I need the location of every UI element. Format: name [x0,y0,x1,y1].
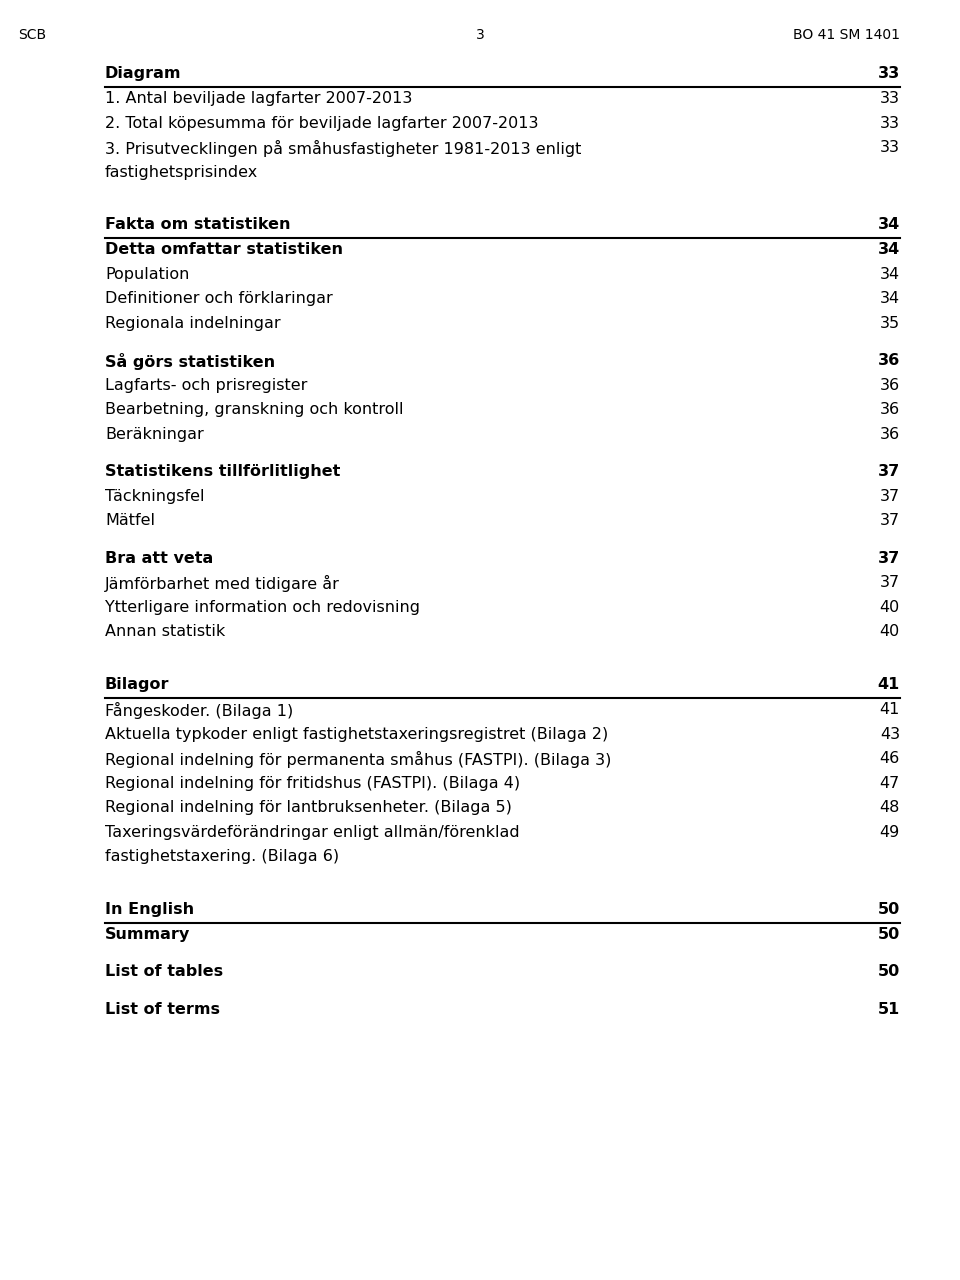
Text: 34: 34 [877,242,900,257]
Text: Taxeringsvärdeförändringar enligt allmän/förenklad: Taxeringsvärdeförändringar enligt allmän… [105,824,519,840]
Text: Bearbetning, granskning och kontroll: Bearbetning, granskning och kontroll [105,402,403,417]
Text: Så görs statistiken: Så görs statistiken [105,353,276,370]
Text: 34: 34 [877,218,900,232]
Text: 46: 46 [879,751,900,767]
Text: Täckningsfel: Täckningsfel [105,489,204,504]
Text: Jämförbarhet med tidigare år: Jämförbarhet med tidigare år [105,576,340,593]
Text: 3: 3 [475,28,485,42]
Text: 35: 35 [880,316,900,332]
Text: 37: 37 [880,513,900,529]
Text: 36: 36 [877,353,900,369]
Text: 34: 34 [880,292,900,306]
Text: Definitioner och förklaringar: Definitioner och förklaringar [105,292,333,306]
Text: Statistikens tillförlitlighet: Statistikens tillförlitlighet [105,465,341,480]
Text: fastighetstaxering. (Bilaga 6): fastighetstaxering. (Bilaga 6) [105,849,339,864]
Text: fastighetsprisindex: fastighetsprisindex [105,165,258,179]
Text: 40: 40 [879,625,900,640]
Text: Annan statistik: Annan statistik [105,625,226,640]
Text: BO 41 SM 1401: BO 41 SM 1401 [793,28,900,42]
Text: Fakta om statistiken: Fakta om statistiken [105,218,291,232]
Text: 41: 41 [877,677,900,692]
Text: Diagram: Diagram [105,67,181,81]
Text: Population: Population [105,268,189,282]
Text: 1. Antal beviljade lagfarter 2007-2013: 1. Antal beviljade lagfarter 2007-2013 [105,91,413,106]
Text: 33: 33 [880,91,900,106]
Text: List of terms: List of terms [105,1002,220,1016]
Text: Bilagor: Bilagor [105,677,170,692]
Text: In English: In English [105,901,194,916]
Text: Aktuella typkoder enligt fastighetstaxeringsregistret (Bilaga 2): Aktuella typkoder enligt fastighetstaxer… [105,727,609,741]
Text: 48: 48 [879,800,900,815]
Text: 40: 40 [879,600,900,614]
Text: Regionala indelningar: Regionala indelningar [105,316,280,332]
Text: 3. Prisutvecklingen på småhusfastigheter 1981-2013 enligt: 3. Prisutvecklingen på småhusfastigheter… [105,141,582,157]
Text: 47: 47 [879,776,900,791]
Text: 37: 37 [880,489,900,504]
Text: 43: 43 [880,727,900,741]
Text: Beräkningar: Beräkningar [105,428,204,442]
Text: Detta omfattar statistiken: Detta omfattar statistiken [105,242,343,257]
Text: Regional indelning för lantbruksenheter. (Bilaga 5): Regional indelning för lantbruksenheter.… [105,800,512,815]
Text: 37: 37 [877,465,900,480]
Text: 2. Total köpesumma för beviljade lagfarter 2007-2013: 2. Total köpesumma för beviljade lagfart… [105,115,539,131]
Text: 37: 37 [880,576,900,590]
Text: Fångeskoder. (Bilaga 1): Fångeskoder. (Bilaga 1) [105,703,293,719]
Text: 33: 33 [880,141,900,155]
Text: 36: 36 [880,402,900,417]
Text: Regional indelning för permanenta småhus (FASTPI). (Bilaga 3): Regional indelning för permanenta småhus… [105,751,612,768]
Text: 50: 50 [877,927,900,942]
Text: 36: 36 [880,378,900,393]
Text: 50: 50 [877,964,900,979]
Text: Ytterligare information och redovisning: Ytterligare information och redovisning [105,600,420,614]
Text: 33: 33 [880,115,900,131]
Text: SCB: SCB [18,28,46,42]
Text: Bra att veta: Bra att veta [105,550,213,566]
Text: Lagfarts- och prisregister: Lagfarts- och prisregister [105,378,307,393]
Text: Regional indelning för fritidshus (FASTPI). (Bilaga 4): Regional indelning för fritidshus (FASTP… [105,776,520,791]
Text: Summary: Summary [105,927,190,942]
Text: 33: 33 [877,67,900,81]
Text: List of tables: List of tables [105,964,223,979]
Text: 50: 50 [877,901,900,916]
Text: 36: 36 [880,428,900,442]
Text: 49: 49 [879,824,900,840]
Text: Mätfel: Mätfel [105,513,155,529]
Text: 37: 37 [877,550,900,566]
Text: 41: 41 [879,703,900,717]
Text: 34: 34 [880,268,900,282]
Text: 51: 51 [877,1002,900,1016]
